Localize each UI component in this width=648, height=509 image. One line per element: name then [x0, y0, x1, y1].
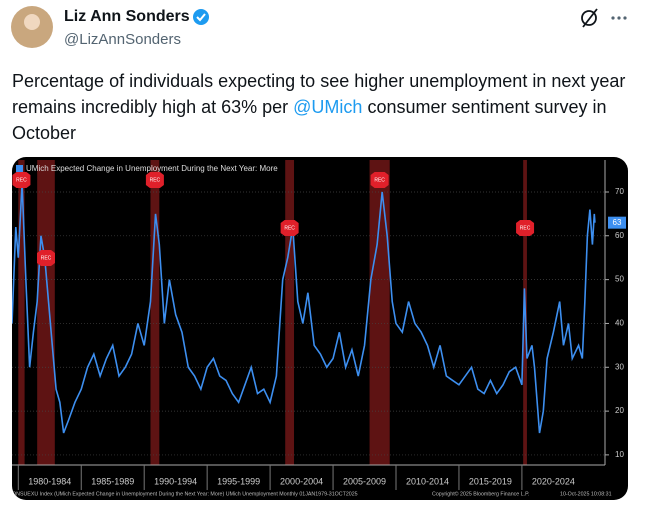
y-tick-label: 10 — [615, 450, 624, 459]
y-tick-label: 40 — [615, 319, 624, 328]
recession-band — [285, 160, 295, 465]
value-label-box — [608, 216, 626, 229]
y-tick-label: 70 — [615, 187, 624, 196]
legend-label: UMich Expected Change in Unemployment Du… — [26, 164, 278, 173]
mention-link[interactable]: @UMich — [293, 97, 363, 117]
header-icons — [11, 6, 627, 48]
more-dot[interactable] — [617, 16, 621, 20]
recession-band — [150, 160, 160, 465]
recession-band — [37, 160, 55, 465]
recession-marker — [145, 172, 164, 188]
grok-slash — [582, 8, 598, 28]
footer-source: ONSUEXU Index (UMich Expected Change in … — [12, 491, 358, 497]
y-tick-label: 50 — [615, 275, 624, 284]
author-handle[interactable]: @LizAnnSonders — [64, 31, 181, 48]
recession-marker-label: REC — [16, 177, 27, 183]
x-tick-label: 1995-1999 — [217, 476, 260, 486]
tweet-text-part: consumer sentiment survey in October — [12, 97, 607, 143]
avatar-face — [24, 14, 40, 30]
recession-marker — [280, 220, 299, 236]
tweet-text-part: Percentage of individuals expecting to s… — [12, 71, 626, 117]
more-dot[interactable] — [611, 16, 615, 20]
recession-marker — [370, 172, 389, 188]
x-tick-label: 2015-2019 — [469, 476, 512, 486]
footer-copyright: Copyright© 2025 Bloomberg Finance L.P. — [432, 490, 529, 497]
x-tick-label: 2020-2024 — [532, 476, 575, 486]
recession-band — [18, 160, 25, 465]
legend-swatch — [16, 165, 23, 172]
x-tick-label: 1980-1984 — [28, 476, 71, 486]
y-tick-label: 20 — [615, 406, 624, 415]
recession-marker — [12, 172, 31, 188]
x-tick-label: 2005-2009 — [343, 476, 386, 486]
x-tick-label: 1990-1994 — [154, 476, 197, 486]
chart-background[interactable] — [12, 157, 628, 500]
verified-check — [196, 13, 206, 22]
author-name[interactable]: Liz Ann Sonders — [64, 8, 190, 25]
grok-icon[interactable] — [581, 10, 597, 26]
recession-band — [369, 160, 390, 465]
recession-marker — [516, 220, 535, 236]
x-tick-label: 2010-2014 — [406, 476, 449, 486]
recession-marker-label: REC — [150, 177, 161, 183]
footer-date: 10-Oct-2025 10:08:31 — [560, 491, 612, 497]
y-tick-label: 60 — [615, 231, 624, 240]
verified-badge — [193, 9, 209, 25]
more-dot[interactable] — [623, 16, 627, 20]
value-label: 63 — [613, 218, 622, 227]
recession-marker-label: REC — [520, 225, 531, 231]
recession-marker — [36, 250, 55, 266]
recession-marker-label: REC — [284, 225, 295, 231]
recession-marker-label: REC — [374, 177, 385, 183]
x-tick-label: 2000-2004 — [280, 476, 323, 486]
x-tick-label: 1985-1989 — [91, 476, 134, 486]
series-line — [12, 183, 596, 434]
y-tick-label: 30 — [615, 362, 624, 371]
tweet-text: Percentage of individuals expecting to s… — [12, 68, 632, 146]
recession-marker-label: REC — [41, 255, 52, 261]
